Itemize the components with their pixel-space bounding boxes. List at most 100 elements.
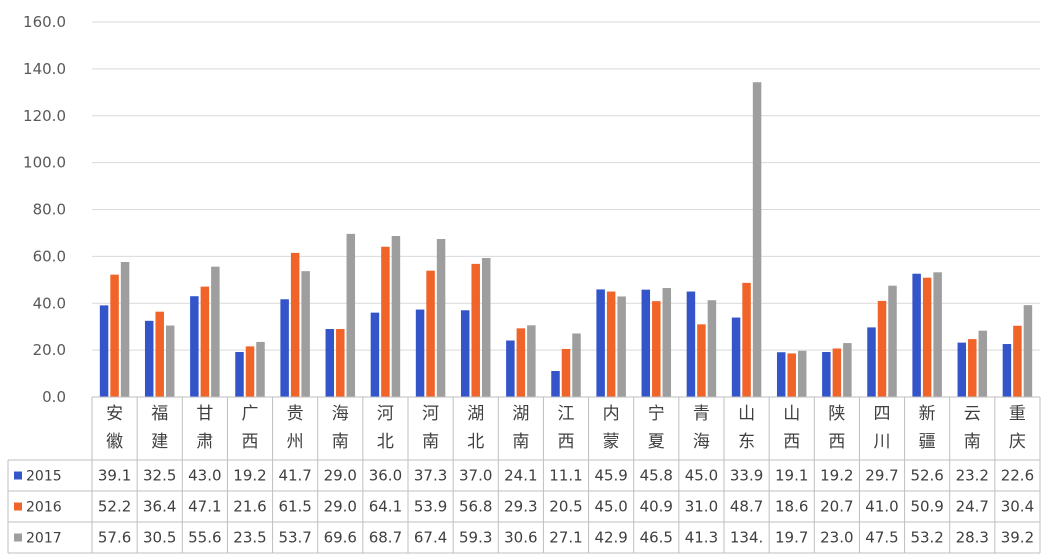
data-label: 52.2 [98,498,131,516]
bar-2016 [922,277,932,397]
data-label: 45.0 [594,498,627,516]
data-label: 55.6 [188,529,221,547]
x-tick-label: 山 [783,404,800,424]
bar-2016 [877,300,887,397]
bar-2016 [155,311,164,397]
x-tick-label: 河 [422,404,439,424]
y-tick-label: 140.0 [23,60,66,78]
data-label: 19.1 [775,467,808,485]
data-label: 11.1 [549,467,582,485]
data-label: 23.2 [956,467,989,485]
data-label: 39.2 [1001,529,1034,547]
y-tick-label: 160.0 [23,13,66,31]
x-tick-label: 东 [738,432,755,452]
bar-2017 [843,343,852,397]
bar-2015 [822,352,831,397]
bar-2017 [256,341,265,397]
bar-2016 [697,324,706,397]
data-label: 42.9 [594,529,627,547]
bar-2017 [662,288,672,397]
x-tick-label: 南 [512,432,529,452]
x-tick-label: 西 [558,432,575,452]
bar-2016 [606,291,616,397]
data-label: 45.9 [594,467,627,485]
data-label: 20.5 [549,498,582,516]
legend-swatch-2016 [14,502,22,511]
x-tick-label: 南 [332,432,349,452]
bar-2015 [776,352,786,397]
bar-2016 [742,282,751,397]
legend-label: 2015 [26,469,62,485]
bar-2017 [797,350,807,397]
bar-2016 [561,348,571,397]
data-label: 68.7 [369,529,402,547]
bar-2015 [506,340,515,397]
bar-2017 [165,325,175,397]
bar-2015 [280,299,289,397]
data-label: 36.4 [143,498,176,516]
bar-2016 [516,328,526,397]
data-label: 69.6 [324,529,357,547]
bar-2016 [787,353,796,397]
bar-2015 [144,320,154,397]
bar-2015 [641,289,651,397]
data-label: 45.8 [640,467,673,485]
x-tick-label: 建 [151,432,168,452]
data-label: 56.8 [459,498,492,516]
bar-2015 [370,312,380,397]
x-tick-label: 湖 [467,404,484,424]
bars [99,82,1033,397]
bar-2015 [325,329,335,397]
x-tick-label: 河 [377,404,394,424]
x-tick-label: 江 [558,404,575,424]
x-tick-label: 陕 [828,404,845,424]
x-tick-label: 徽 [106,432,123,452]
x-tick-label: 蒙 [603,432,620,452]
data-label: 19.2 [820,467,853,485]
data-label: 28.3 [956,529,989,547]
legend-swatch-2015 [14,471,22,480]
bar-2017 [391,235,401,397]
data-label: 31.0 [685,498,718,516]
bar-2015 [912,273,921,397]
data-label: 29.0 [324,467,357,485]
bar-2016 [110,274,119,397]
x-tick-label: 南 [964,432,981,452]
grid-lines [92,21,1040,351]
data-label: 37.0 [459,467,492,485]
x-tick-label: 西 [828,432,845,452]
x-tick-label: 川 [874,432,891,452]
bar-2016 [426,270,435,397]
data-label: 41.0 [865,498,898,516]
data-label: 20.7 [820,498,853,516]
bar-2015 [190,296,199,397]
bar-2015 [235,352,244,397]
data-label: 61.5 [278,498,311,516]
x-tick-label: 北 [377,432,394,452]
data-label: 134. [730,529,763,547]
x-tick-label: 海 [332,404,349,424]
x-tick-label: 州 [287,432,304,452]
data-label: 23.0 [820,529,853,547]
data-label: 29.3 [504,498,537,516]
x-tick-label: 庆 [1009,432,1026,452]
bar-2016 [832,348,842,397]
bar-2016 [471,263,480,397]
data-label: 24.1 [504,467,537,485]
bar-2015 [551,370,560,397]
bar-2017 [301,271,310,397]
bar-2015 [686,291,696,397]
bar-2017 [933,272,942,397]
data-label: 23.5 [233,529,266,547]
bar-2016 [336,329,345,397]
x-tick-label: 山 [738,404,755,424]
bar-2016 [290,252,300,397]
bar-2017 [120,262,130,397]
data-label: 53.2 [910,529,943,547]
data-label: 64.1 [369,498,402,516]
data-label: 67.4 [414,529,447,547]
bar-2016 [200,286,210,397]
data-label: 50.9 [910,498,943,516]
data-label: 41.7 [278,467,311,485]
